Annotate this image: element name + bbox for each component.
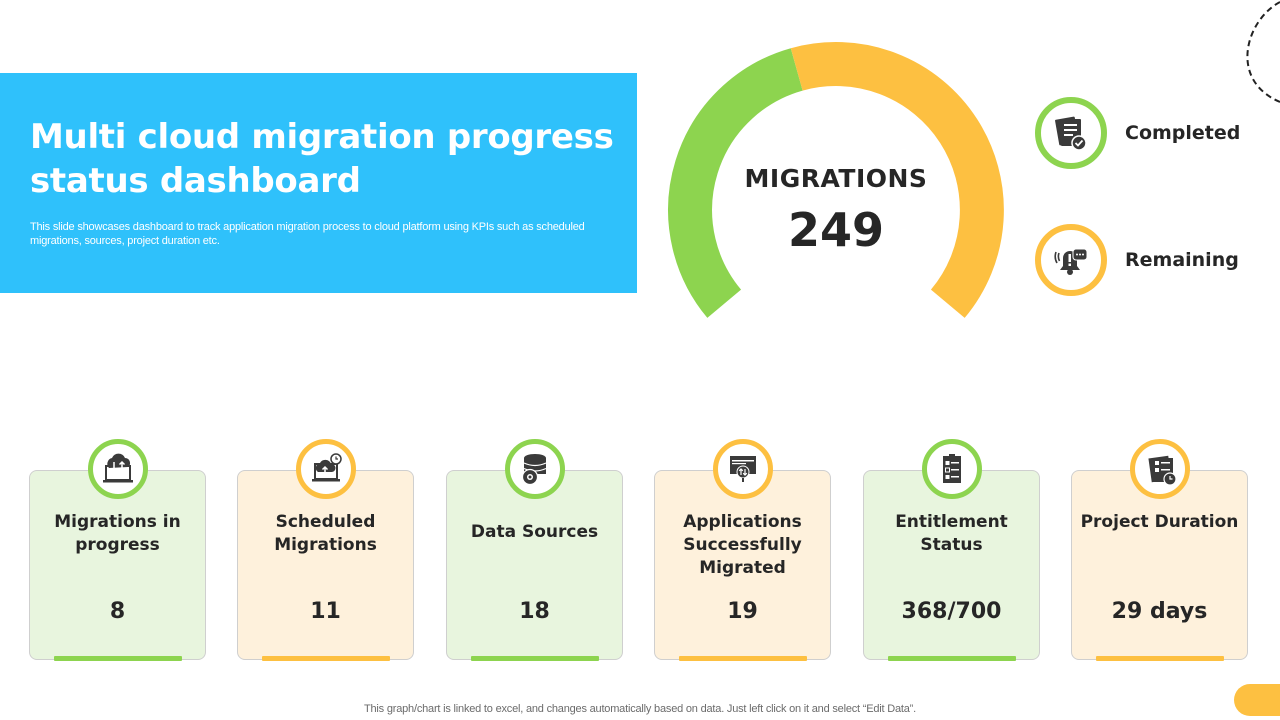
cloud-upload-laptop-icon xyxy=(312,453,342,482)
kpi-title: Data Sources xyxy=(470,522,599,542)
kpi-card-entitlement-status[interactable]: Entitlement Status 368/700 xyxy=(863,439,1040,661)
header-banner: Multi cloud migration progress status da… xyxy=(0,73,637,293)
kpi-card-applications-migrated[interactable]: Applications Successfully Migrated 19 xyxy=(654,439,831,661)
kpi-title: Scheduled Migrations xyxy=(274,512,377,555)
legend-remaining-label: Remaining xyxy=(1125,249,1239,271)
migrations-gauge[interactable]: MIGRATIONS 249 xyxy=(660,40,1020,330)
kpi-title: Project Duration xyxy=(1080,512,1239,532)
footer-note: This graph/chart is linked to excel, and… xyxy=(364,703,916,715)
kpi-card-data-sources[interactable]: Data Sources 18 xyxy=(446,439,623,661)
gauge-remaining-segment[interactable] xyxy=(790,42,1004,318)
kpi-accent-bar xyxy=(679,656,807,661)
page-description: This slide showcases dashboard to track … xyxy=(30,221,585,247)
kpi-accent-bar xyxy=(471,656,599,661)
decorative-dashed-curve xyxy=(1246,1,1280,103)
legend-remaining[interactable]: Remaining xyxy=(1035,224,1239,296)
decorative-corner-pill xyxy=(1234,684,1280,716)
kpi-icon-ring xyxy=(922,439,982,499)
kpi-value: 8 xyxy=(109,599,126,624)
kpi-icon-ring xyxy=(88,439,148,499)
kpi-value: 29 days xyxy=(1111,599,1208,624)
document-check-icon xyxy=(1055,116,1087,151)
bell-alert-icon xyxy=(1054,248,1088,275)
app-window-transfer-icon xyxy=(730,456,756,482)
gauge-arc xyxy=(668,42,1004,318)
kpi-card-project-duration[interactable]: Project Duration 29 days xyxy=(1071,439,1248,661)
legend-remaining-ring xyxy=(1035,224,1107,296)
legend-completed-label: Completed xyxy=(1125,122,1241,144)
kpi-value: 18 xyxy=(519,599,550,624)
kpi-value: 19 xyxy=(727,599,758,624)
gauge-value: 249 xyxy=(787,203,885,257)
kpi-accent-bar xyxy=(262,656,390,661)
kpi-title: Migrations in progress xyxy=(54,512,181,555)
kpi-icon-ring xyxy=(505,439,565,499)
kpi-icon-ring xyxy=(1130,439,1190,499)
kpi-accent-bar xyxy=(54,656,182,661)
kpi-title: Applications Successfully Migrated xyxy=(683,512,802,578)
kpi-accent-bar xyxy=(888,656,1016,661)
clipboard-checklist-icon xyxy=(943,454,961,483)
kpi-card-scheduled-migrations[interactable]: Scheduled Migrations 11 xyxy=(237,439,414,661)
database-gear-icon xyxy=(521,454,547,486)
page-title: Multi cloud migration progress status da… xyxy=(30,117,614,201)
gauge-label: MIGRATIONS xyxy=(744,164,928,193)
kpi-icon-ring xyxy=(713,439,773,499)
legend-completed[interactable]: Completed xyxy=(1035,97,1240,169)
kpi-icon-ring xyxy=(296,439,356,499)
cloud-laptop-transfer-icon xyxy=(103,453,133,483)
gauge-completed-segment[interactable] xyxy=(668,48,804,318)
kpi-title: Entitlement Status xyxy=(895,512,1008,555)
kpi-card-migrations-in-progress[interactable]: Migrations in progress 8 xyxy=(29,439,206,661)
kpi-value: 368/700 xyxy=(901,599,1002,624)
document-clock-icon xyxy=(1148,455,1177,486)
kpi-accent-bar xyxy=(1096,656,1224,661)
kpi-value: 11 xyxy=(310,599,341,624)
legend-completed-ring xyxy=(1035,97,1107,169)
